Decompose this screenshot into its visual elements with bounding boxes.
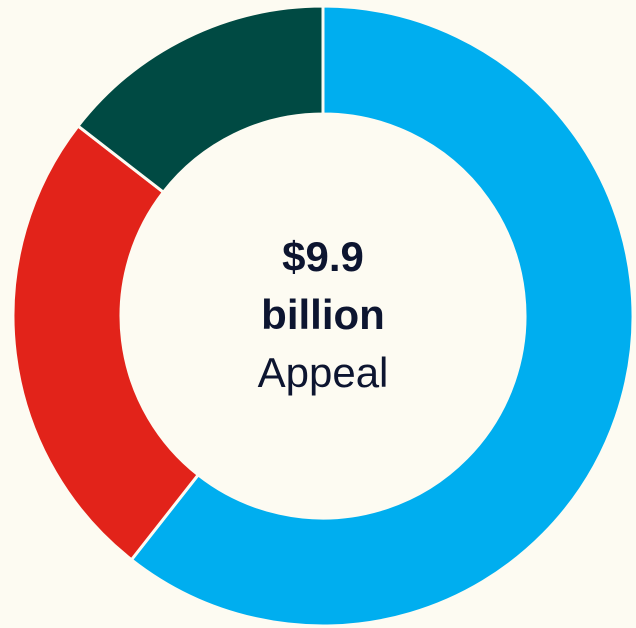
donut-slice-2 [11,123,201,562]
center-description: Appeal [257,349,389,396]
center-label: $9.9 billion Appeal [168,228,478,402]
center-unit: billion [261,291,385,338]
donut-slice-3 [75,4,325,195]
donut-slice-1 [129,4,635,628]
center-amount: $9.9 [282,233,364,280]
